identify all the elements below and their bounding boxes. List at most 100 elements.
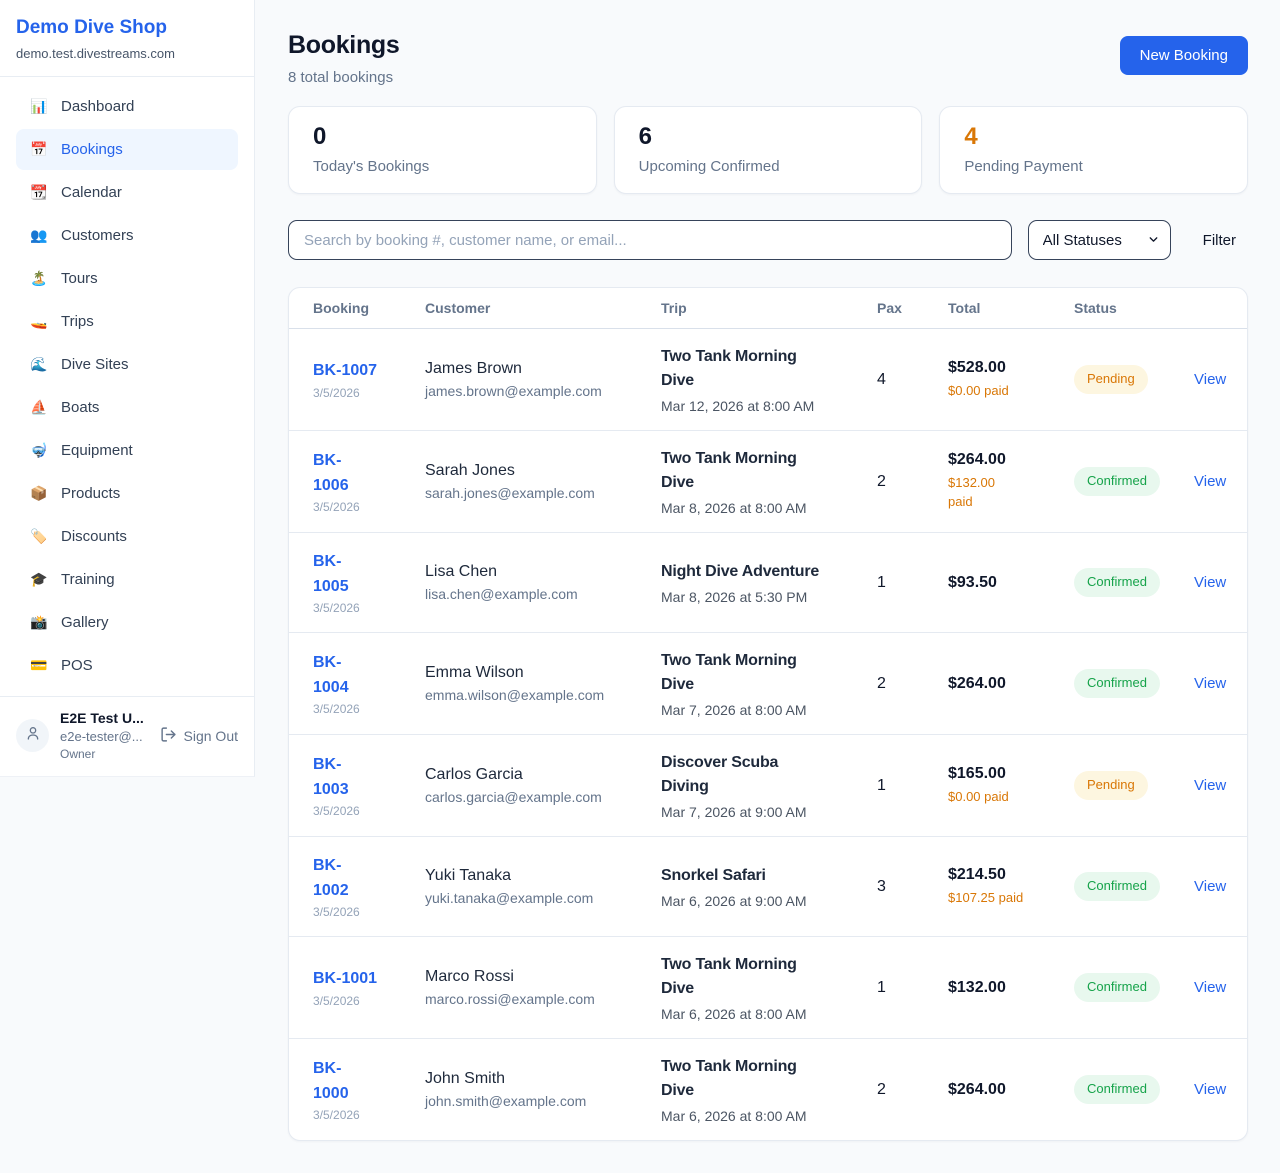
column-header-total: Total <box>948 300 981 316</box>
main-content: Bookings 8 total bookings New Booking 0 … <box>255 0 1280 1173</box>
user-email: e2e-tester@... <box>60 729 143 744</box>
customer-email: yuki.tanaka@example.com <box>425 890 594 906</box>
page-title-block: Bookings 8 total bookings <box>288 31 400 86</box>
sidebar-item-equipment[interactable]: 🤿 Equipment <box>16 430 238 471</box>
actions-cell: View <box>1194 371 1226 389</box>
sidebar-item-training[interactable]: 🎓 Training <box>16 559 238 600</box>
booking-id-link[interactable]: BK- 1003 <box>313 755 349 798</box>
toolbar: All Statuses Filter <box>288 220 1248 260</box>
trip-name: Night Dive Adventure <box>661 563 820 580</box>
person-icon <box>25 725 41 746</box>
actions-cell: View <box>1194 979 1226 997</box>
sidebar-item-label: Boats <box>61 399 100 416</box>
status-cell: Confirmed <box>1074 669 1194 698</box>
new-booking-button[interactable]: New Booking <box>1119 36 1248 75</box>
booking-id-link[interactable]: BK- 1006 <box>313 451 349 494</box>
booking-cell: BK- 1000 3/5/2026 <box>313 1057 425 1123</box>
status-cell: Pending <box>1074 771 1194 800</box>
customer-email: sarah.jones@example.com <box>425 485 595 501</box>
stat-value: 4 <box>964 123 978 150</box>
booking-id-link[interactable]: BK- 1004 <box>313 653 349 696</box>
total-cell: $264.00 <box>948 675 1074 693</box>
status-cell: Pending <box>1074 365 1194 394</box>
total-amount: $264.00 <box>948 1080 1006 1098</box>
booking-id-link[interactable]: BK-1001 <box>313 970 378 988</box>
booking-date: 3/5/2026 <box>313 601 360 616</box>
pax-cell: 1 <box>877 776 886 794</box>
sidebar-item-boats[interactable]: ⛵ Boats <box>16 387 238 428</box>
customer-name: Yuki Tanaka <box>425 867 511 884</box>
table-row: BK- 1000 3/5/2026 John Smith john.smith@… <box>289 1039 1247 1140</box>
trip-time: Mar 8, 2026 at 5:30 PM <box>661 589 808 605</box>
sidebar-item-dive-sites[interactable]: 🌊 Dive Sites <box>16 344 238 385</box>
customer-email: emma.wilson@example.com <box>425 687 605 703</box>
sidebar-item-label: Training <box>61 571 115 588</box>
booking-cell: BK- 1002 3/5/2026 <box>313 854 425 920</box>
view-link[interactable]: View <box>1194 674 1227 692</box>
sidebar-item-products[interactable]: 📦 Products <box>16 473 238 514</box>
sidebar: Demo Dive Shop demo.test.divestreams.com… <box>0 0 255 777</box>
customer-cell: John Smith john.smith@example.com <box>425 1070 661 1109</box>
total-cell: $132.00 <box>948 979 1074 997</box>
bookings-table: Booking Customer Trip Pax Total Status B… <box>288 287 1248 1141</box>
sidebar-item-discounts[interactable]: 🏷️ Discounts <box>16 516 238 557</box>
customer-name: Lisa Chen <box>425 563 498 580</box>
view-link[interactable]: View <box>1194 472 1227 490</box>
sidebar-item-label: POS <box>61 657 93 674</box>
status-filter-select[interactable]: All Statuses <box>1027 220 1171 260</box>
customer-name: John Smith <box>425 1070 506 1087</box>
view-link[interactable]: View <box>1194 776 1227 794</box>
column-header-customer: Customer <box>425 300 491 316</box>
view-link[interactable]: View <box>1194 978 1227 996</box>
table-header-row: Booking Customer Trip Pax Total Status <box>289 288 1247 329</box>
booking-date: 3/5/2026 <box>313 702 360 717</box>
trip-time: Mar 7, 2026 at 8:00 AM <box>661 702 807 718</box>
status-badge: Confirmed <box>1074 467 1160 496</box>
booking-cell: BK- 1006 3/5/2026 <box>313 449 425 515</box>
search-input[interactable] <box>288 220 1012 260</box>
total-paid: $107.25 paid <box>948 889 1024 905</box>
pax-cell: 4 <box>877 370 886 388</box>
view-link[interactable]: View <box>1194 877 1227 895</box>
stat-label: Pending Payment <box>964 158 1083 175</box>
view-link[interactable]: View <box>1194 573 1227 591</box>
total-amount: $132.00 <box>948 978 1006 996</box>
stat-label: Today's Bookings <box>313 158 430 175</box>
sidebar-item-label: Trips <box>61 313 94 330</box>
sidebar-item-bookings[interactable]: 📅 Bookings <box>16 129 238 170</box>
view-link[interactable]: View <box>1194 1080 1227 1098</box>
sidebar-item-trips[interactable]: 🚤 Trips <box>16 301 238 342</box>
trip-cell: Two Tank Morning Dive Mar 6, 2026 at 8:0… <box>661 1055 877 1124</box>
booking-id-link[interactable]: BK-1007 <box>313 362 378 380</box>
stat-card-todays-bookings: 0 Today's Bookings <box>288 106 597 194</box>
stat-value: 6 <box>638 123 653 150</box>
booking-cell: BK-1007 3/5/2026 <box>313 359 425 400</box>
sidebar-item-dashboard[interactable]: 📊 Dashboard <box>16 86 238 127</box>
filter-button[interactable]: Filter <box>1202 231 1236 249</box>
sidebar-item-customers[interactable]: 👥 Customers <box>16 215 238 256</box>
total-amount: $528.00 <box>948 358 1006 376</box>
booking-id-link[interactable]: BK- 1002 <box>313 856 349 899</box>
total-amount: $165.00 <box>948 764 1006 782</box>
sidebar-item-label: Tours <box>61 270 98 287</box>
booking-id-link[interactable]: BK- 1005 <box>313 552 349 595</box>
sidebar-item-label: Equipment <box>61 442 133 459</box>
status-cell: Confirmed <box>1074 568 1194 597</box>
customer-email: carlos.garcia@example.com <box>425 789 602 805</box>
sign-out-button[interactable]: Sign Out <box>160 726 238 746</box>
view-link[interactable]: View <box>1194 370 1227 388</box>
stats-row: 0 Today's Bookings 6 Upcoming Confirmed … <box>288 106 1248 194</box>
trip-cell: Snorkel Safari Mar 6, 2026 at 9:00 AM <box>661 864 877 909</box>
customer-cell: James Brown james.brown@example.com <box>425 360 661 399</box>
package-icon: 📦 <box>30 484 48 501</box>
status-cell: Confirmed <box>1074 1075 1194 1104</box>
status-cell: Confirmed <box>1074 467 1194 496</box>
sidebar-item-calendar[interactable]: 📆 Calendar <box>16 172 238 213</box>
sidebar-item-pos[interactable]: 💳 POS <box>16 645 238 686</box>
total-cell: $264.00 <box>948 1081 1074 1099</box>
booking-id-link[interactable]: BK- 1000 <box>313 1059 349 1102</box>
sidebar-item-tours[interactable]: 🏝️ Tours <box>16 258 238 299</box>
stat-card-upcoming-confirmed: 6 Upcoming Confirmed <box>613 106 923 194</box>
trip-name: Two Tank Morning Dive <box>661 450 797 491</box>
sidebar-item-gallery[interactable]: 📸 Gallery <box>16 602 238 643</box>
